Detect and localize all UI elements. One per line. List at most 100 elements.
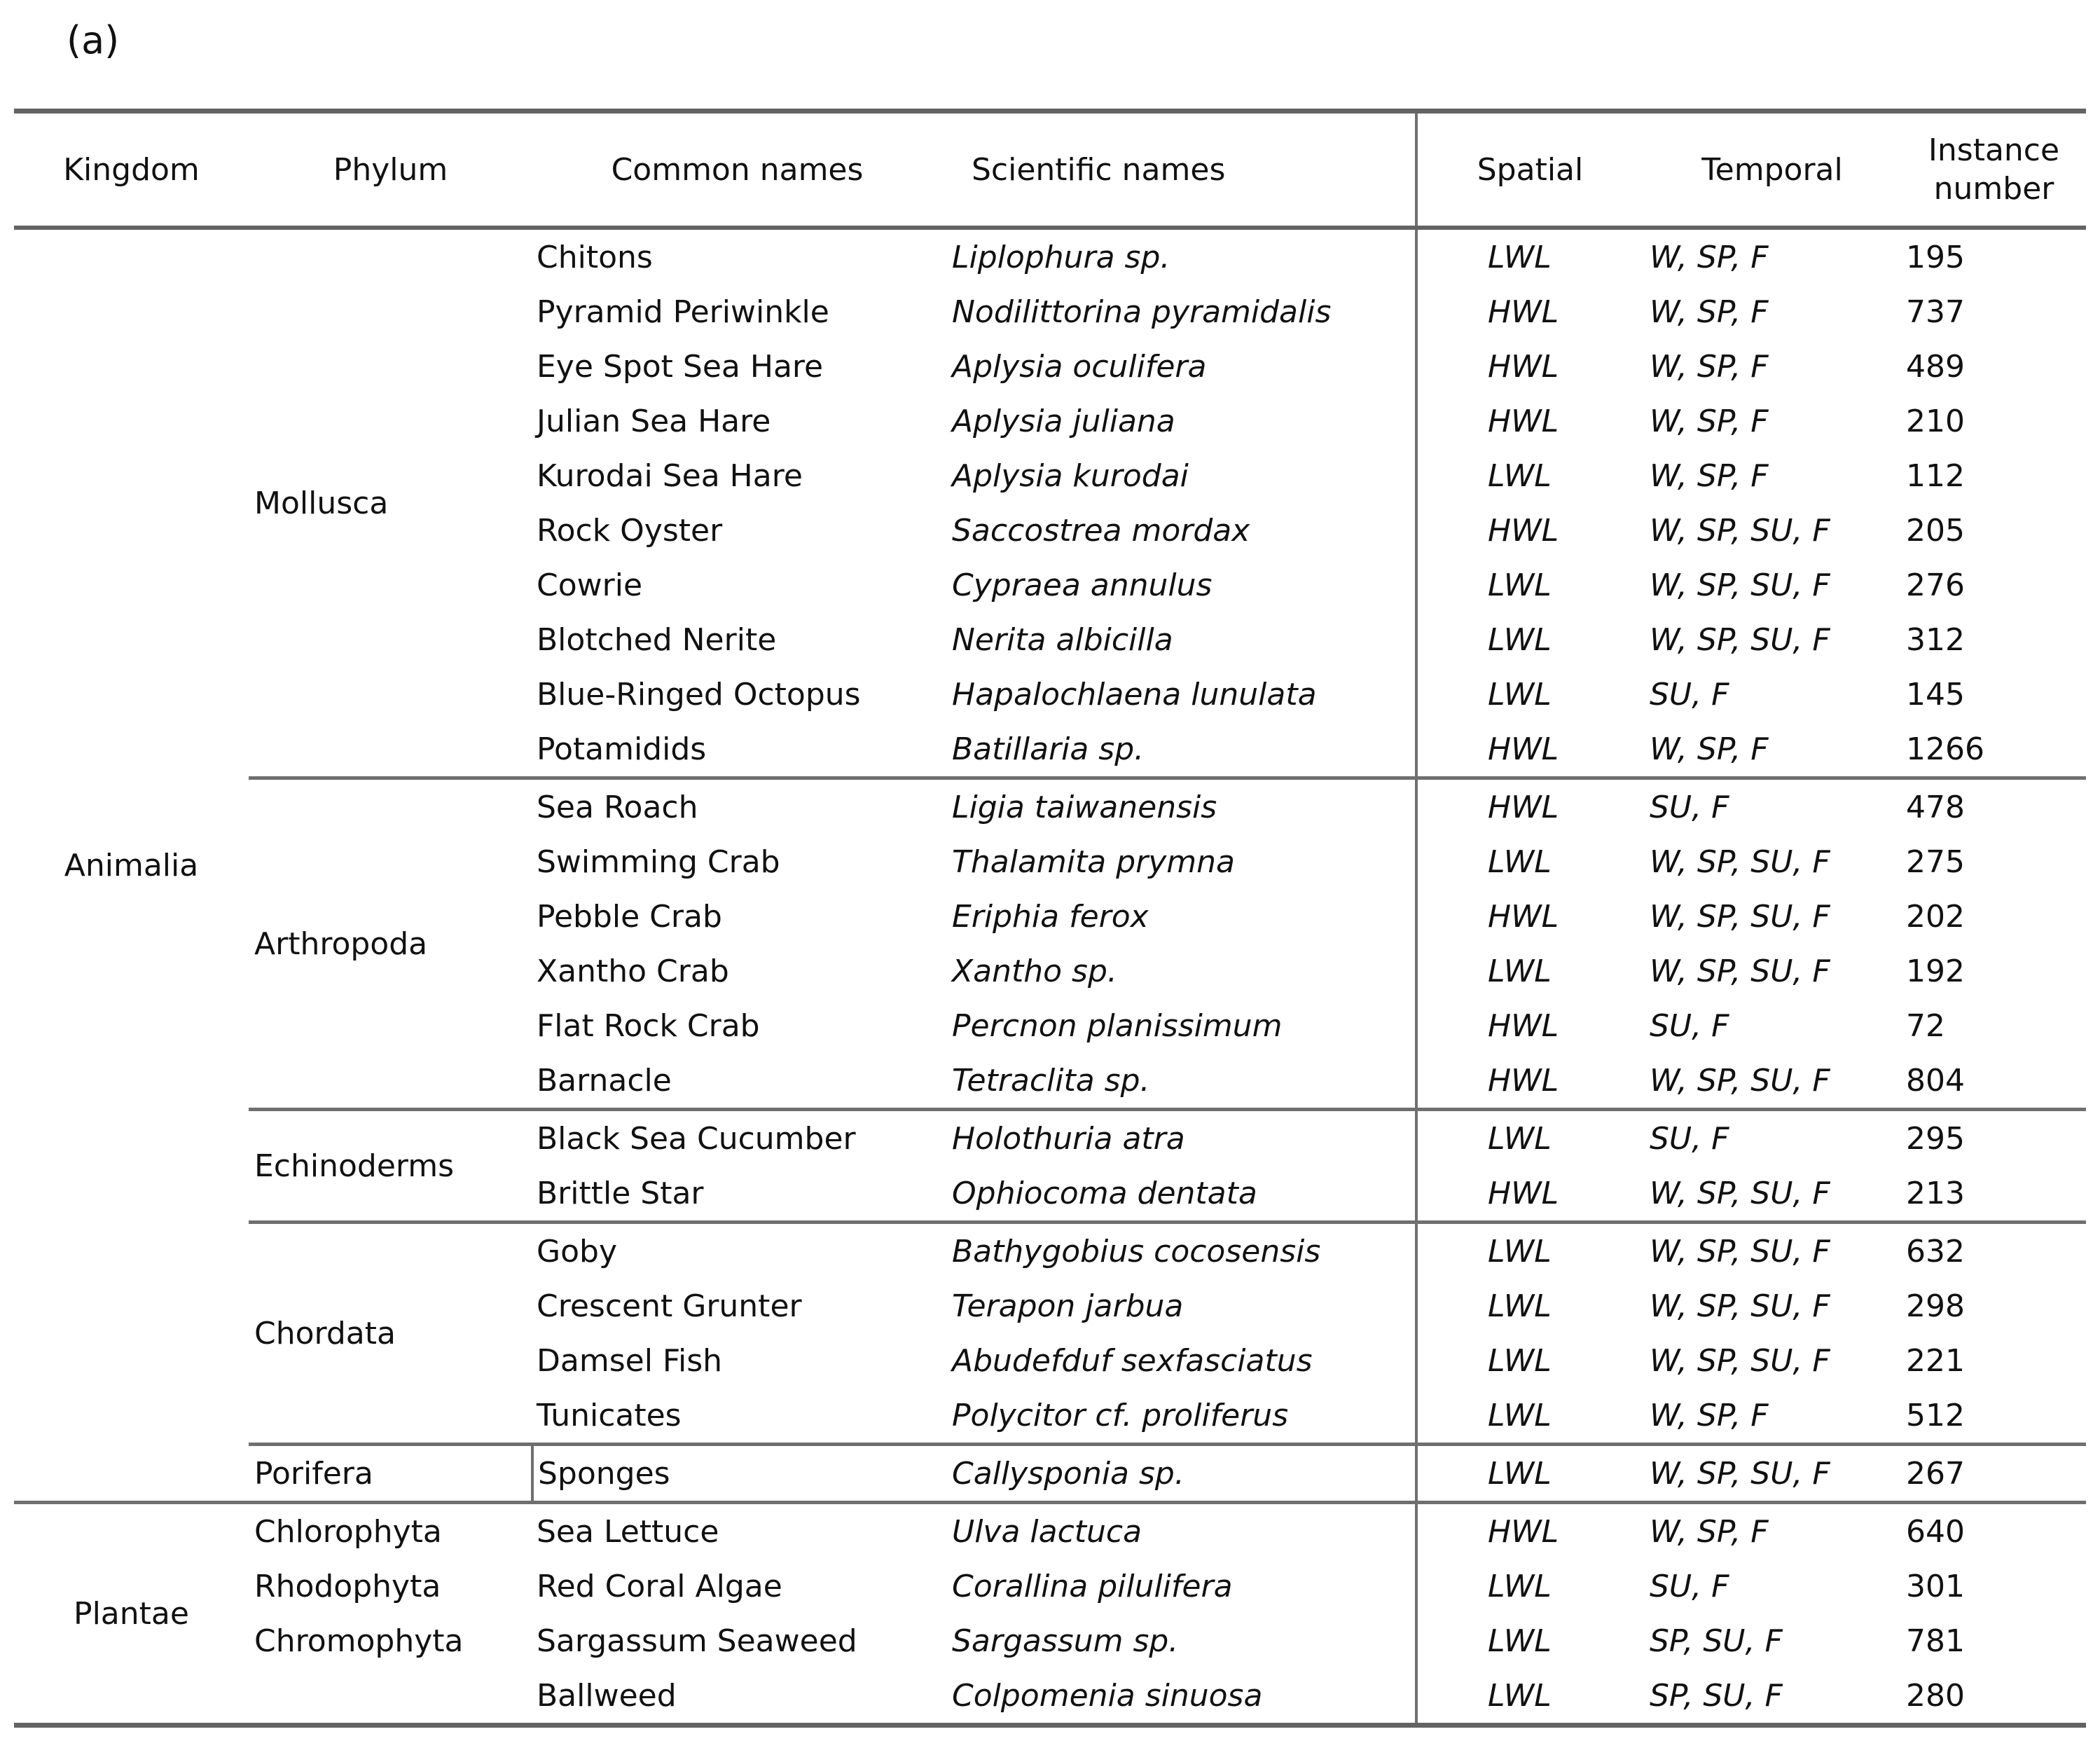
temporal-cell: W, SP, F xyxy=(1650,457,1769,494)
phylum-cell: Chromophyta xyxy=(254,1623,464,1659)
temporal-cell: W, SP, SU, F xyxy=(1650,1342,1830,1379)
instance-count-cell: 276 xyxy=(1906,567,1965,603)
table-row: Eye Spot Sea Hare Aplysia oculifera HWL … xyxy=(14,339,2086,394)
instance-count-cell: 301 xyxy=(1906,1568,1965,1604)
temporal-cell: W, SP, SU, F xyxy=(1650,898,1830,935)
temporal-cell: W, SP, SU, F xyxy=(1650,844,1830,880)
table-row: Swimming Crab Thalamita prymna LWL W, SP… xyxy=(14,834,2086,889)
spatial-cell: HWL xyxy=(1415,1501,1643,1559)
scientific-name-cell: Callysponia sp. xyxy=(942,1443,1416,1503)
spatial-cell: LWL xyxy=(1415,1108,1643,1166)
header-scientific-names: Scientific names xyxy=(942,111,1416,230)
common-name-cell: Chitons xyxy=(537,239,653,275)
spatial-cell: LWL xyxy=(1415,1220,1643,1279)
instance-count-cell: 195 xyxy=(1906,239,1965,275)
common-name-cell: Sponges xyxy=(532,1443,942,1503)
header-spatial: Spatial xyxy=(1415,111,1643,230)
spatial-cell: HWL xyxy=(1415,284,1643,339)
table-row: Blotched Nerite Nerita albicilla LWL W, … xyxy=(14,612,2086,667)
instance-count-cell: 298 xyxy=(1906,1288,1965,1324)
scientific-name-cell: Polycitor cf. proliferus xyxy=(952,1397,1289,1433)
common-name-cell: Sargassum Seaweed xyxy=(537,1623,857,1659)
instance-count-cell: 280 xyxy=(1906,1677,1965,1714)
common-name-cell: Xantho Crab xyxy=(537,953,729,989)
instance-count-cell: 210 xyxy=(1906,403,1965,439)
temporal-cell: W, SP, F xyxy=(1650,731,1769,767)
instance-count-cell: 213 xyxy=(1906,1175,1965,1211)
kingdom-cell: Animalia xyxy=(64,847,199,883)
species-table: Kingdom Phylum Common names Scientific n… xyxy=(14,109,2086,1728)
instance-count-cell: 312 xyxy=(1906,621,1965,658)
table-row: Rock Oyster Saccostrea mordax HWL W, SP,… xyxy=(14,503,2086,558)
common-name-cell: Julian Sea Hare xyxy=(537,403,771,439)
spatial-cell: HWL xyxy=(1415,776,1643,834)
table-row: Tunicates Polycitor cf. proliferus LWL W… xyxy=(14,1388,2086,1445)
instance-count-cell: 737 xyxy=(1906,294,1965,330)
instance-count-cell: 489 xyxy=(1906,348,1965,385)
scientific-name-cell: Aplysia oculifera xyxy=(952,348,1207,385)
header-kingdom: Kingdom xyxy=(14,111,249,230)
scientific-name-cell: Ulva lactuca xyxy=(942,1501,1416,1559)
table-row: Rhodophyta Red Coral Algae Corallina pil… xyxy=(14,1559,2086,1613)
spatial-cell: HWL xyxy=(1415,339,1643,394)
spatial-cell: LWL xyxy=(1415,944,1643,998)
common-name-cell: Barnacle xyxy=(537,1062,672,1099)
temporal-cell: W, SP, SU, F xyxy=(1650,1175,1830,1211)
temporal-cell: W, SP, F xyxy=(1650,294,1769,330)
table-row: Damsel Fish Abudefduf sexfasciatus LWL W… xyxy=(14,1333,2086,1388)
header-instance-number: Instance number xyxy=(1902,111,2086,230)
scientific-name-cell: Colpomenia sinuosa xyxy=(952,1677,1263,1714)
scientific-name-cell: Aplysia juliana xyxy=(952,403,1175,439)
common-name-cell: Tunicates xyxy=(537,1397,682,1433)
common-name-cell: Damsel Fish xyxy=(537,1342,723,1379)
table-row: Pyramid Periwinkle Nodilittorina pyramid… xyxy=(14,284,2086,339)
common-name-cell: Blue-Ringed Octopus xyxy=(537,676,861,713)
table-row: Barnacle Tetraclita sp. HWL W, SP, SU, F… xyxy=(14,1053,2086,1110)
common-name-cell: Blotched Nerite xyxy=(537,621,777,658)
scientific-name-cell: Abudefduf sexfasciatus xyxy=(952,1342,1313,1379)
common-name-cell: Swimming Crab xyxy=(537,844,780,880)
common-name-cell: Sea Roach xyxy=(532,776,942,834)
phylum-cell: Rhodophyta xyxy=(254,1568,441,1604)
phylum-cell: Chlorophyta xyxy=(249,1501,532,1559)
temporal-cell: W, SP, F xyxy=(1650,1397,1769,1433)
phylum-cell: Chordata xyxy=(249,1220,532,1445)
instance-count-cell: 781 xyxy=(1906,1623,1965,1659)
scientific-name-cell: Cypraea annulus xyxy=(952,567,1213,603)
instance-count-cell: 112 xyxy=(1906,457,1965,494)
common-name-cell: Sea Lettuce xyxy=(532,1501,942,1559)
scientific-name-cell: Tetraclita sp. xyxy=(952,1062,1150,1099)
table-row: Blue-Ringed Octopus Hapalochlaena lunula… xyxy=(14,667,2086,722)
temporal-cell: W, SP, SU, F xyxy=(1650,1288,1830,1324)
temporal-cell: SU, F xyxy=(1650,676,1729,713)
scientific-name-cell: Holothuria atra xyxy=(942,1108,1416,1166)
temporal-cell: SU, F xyxy=(1650,1007,1729,1044)
spatial-cell: LWL xyxy=(1415,667,1643,722)
common-name-cell: Ballweed xyxy=(537,1677,677,1714)
table-row: Plantae Chlorophyta Sea Lettuce Ulva lac… xyxy=(14,1501,2086,1726)
figure-label: (a) xyxy=(67,18,120,62)
spatial-cell: LWL xyxy=(1415,1388,1643,1445)
instance-count-cell: 640 xyxy=(1902,1501,2086,1559)
common-name-cell: Pyramid Periwinkle xyxy=(537,294,829,330)
table-row: Potamidids Batillaria sp. HWL W, SP, F 1… xyxy=(14,722,2086,778)
instance-count-cell: 804 xyxy=(1906,1062,1965,1099)
scientific-name-cell: Nerita albicilla xyxy=(952,621,1173,658)
instance-count-cell: 192 xyxy=(1906,953,1965,989)
header-temporal: Temporal xyxy=(1643,111,1902,230)
scientific-name-cell: Sargassum sp. xyxy=(952,1623,1179,1659)
table-row: Echinoderms Black Sea Cucumber Holothuri… xyxy=(14,1108,2086,1223)
kingdom-cell: Plantae xyxy=(14,1501,249,1726)
spatial-cell: LWL xyxy=(1415,1668,1643,1726)
header-instance-line1: Instance xyxy=(1928,132,2060,168)
header-common-names: Common names xyxy=(532,111,942,230)
temporal-cell: SU, F xyxy=(1643,1108,1902,1166)
scientific-name-cell: Thalamita prymna xyxy=(952,844,1235,880)
scientific-name-cell: Terapon jarbua xyxy=(952,1288,1184,1324)
temporal-cell: W, SP, F xyxy=(1650,239,1769,275)
common-name-cell: Goby xyxy=(532,1220,942,1279)
table-row: Kurodai Sea Hare Aplysia kurodai LWL W, … xyxy=(14,448,2086,503)
table-row: Porifera Sponges Callysponia sp. LWL W, … xyxy=(14,1443,2086,1503)
instance-count-cell: 267 xyxy=(1902,1443,2086,1503)
